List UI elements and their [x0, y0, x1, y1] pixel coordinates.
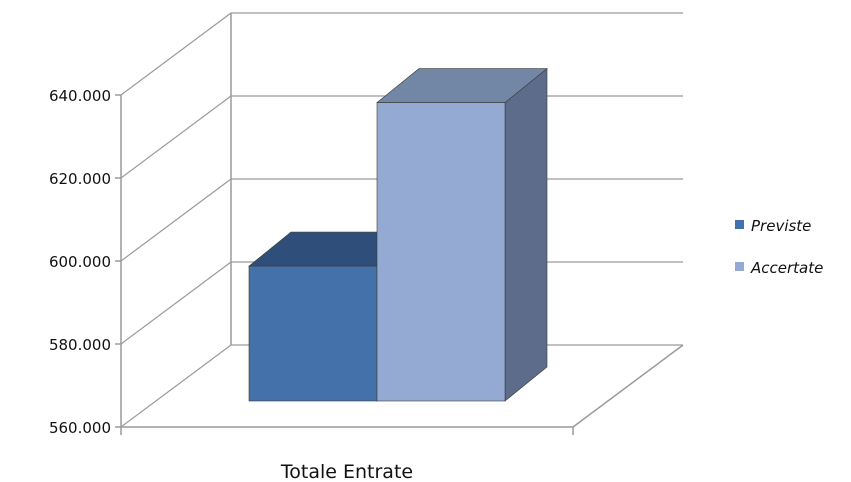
- gridline-diagonal: [120, 344, 232, 428]
- legend-swatch-previste: [735, 220, 744, 229]
- gridline-diagonal: [120, 95, 232, 179]
- bars: [248, 67, 548, 402]
- y-tick-label: 600.000: [49, 253, 111, 271]
- y-tick-label: 560.000: [49, 419, 111, 437]
- legend-label-accertate: Accertate: [750, 259, 823, 277]
- x-axis-labels: Totale Entrate: [280, 461, 413, 482]
- legend: Previste Accertate: [735, 217, 823, 277]
- gridline-diagonal: [120, 261, 232, 345]
- legend-label-previste: Previste: [751, 217, 811, 235]
- bar-front-face: [376, 102, 506, 402]
- y-tick-label: 620.000: [49, 170, 111, 188]
- bar-side-face: [504, 67, 548, 402]
- bar-accertate: [376, 67, 548, 402]
- y-tick-label: 580.000: [49, 336, 111, 354]
- gridline-diagonal: [120, 178, 232, 262]
- y-axis-ticks: 560.000 580.000 600.000 620.000 640.000: [49, 87, 121, 437]
- x-category-label: Totale Entrate: [280, 461, 413, 482]
- y-tick-label: 640.000: [49, 87, 111, 105]
- bar-front-face: [248, 265, 378, 402]
- floor-right-edge: [572, 344, 684, 428]
- gridline-diagonal: [120, 12, 232, 96]
- legend-swatch-accertate: [735, 262, 744, 271]
